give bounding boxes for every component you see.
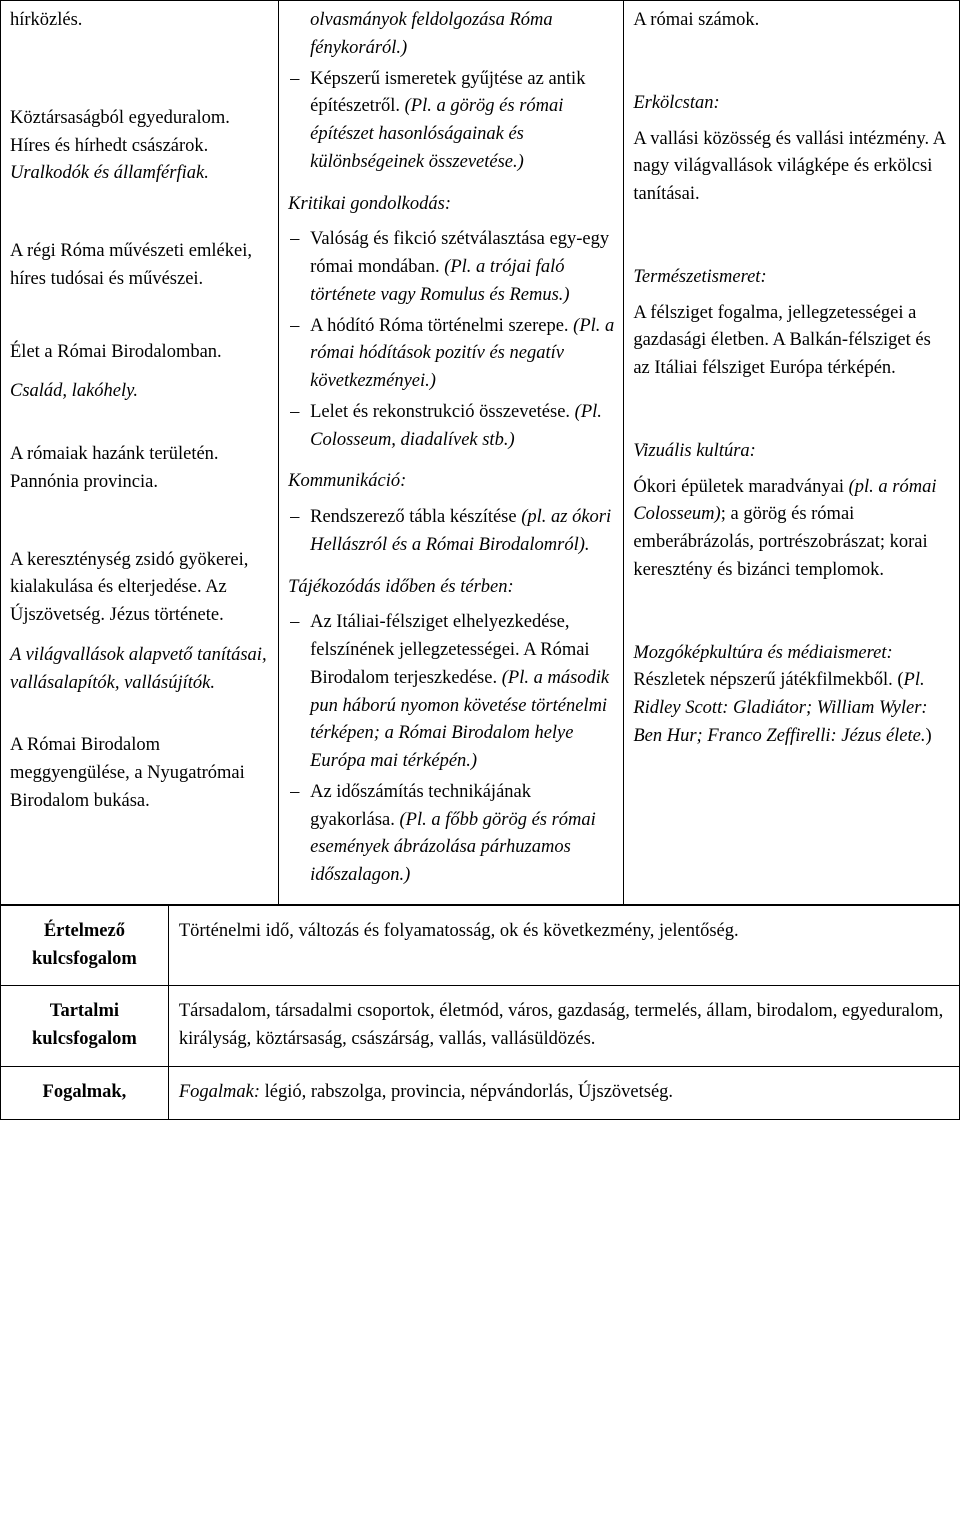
term-text: A félsziget fogalma, jellegzetességei a … <box>633 300 950 383</box>
top-item-1: olvasmányok feldolgozása Róma fénykoráró… <box>310 7 614 63</box>
dash-icon: – <box>290 609 299 637</box>
erk-text: A vallási közösség és vallási intézmény.… <box>633 126 950 209</box>
left-p1: hírközlés. <box>10 7 269 35</box>
bottom-row-1: Értelmező kulcsfogalom Történelmi idő, v… <box>1 905 960 986</box>
tj-item-2: – Az időszámítás technikájának gyakorlás… <box>310 779 614 890</box>
column-left: hírközlés. Köztársaságból egyeduralom. H… <box>1 1 279 905</box>
heading-termeszetismeret: Természetismeret: <box>633 264 950 292</box>
kr-item-1: – Valóság és fikció szétválasztása egy-e… <box>310 226 614 309</box>
viz-text: Ókori épületek maradványai (pl. a római … <box>633 474 950 585</box>
right-p1: A római számok. <box>633 7 950 35</box>
left-p4: A régi Róma művészeti emlékei, híres tud… <box>10 238 269 294</box>
document-page: hírközlés. Köztársaságból egyeduralom. H… <box>0 0 960 1120</box>
kr2a: A hódító Róma történelmi szerepe. <box>310 316 573 336</box>
column-right: A római számok. Erkölcstan: A vallási kö… <box>624 1 960 905</box>
heading-mozgokep: Mozgóképkultúra és médiaismeret: <box>633 643 892 663</box>
column-middle: olvasmányok feldolgozása Róma fénykoráró… <box>279 1 624 905</box>
bottom-row-2: Tartalmi kulcsfogalom Társadalom, társad… <box>1 986 960 1067</box>
row3-prefix: Fogalmak: <box>179 1082 260 1102</box>
main-layout-table: hírközlés. Köztársaságból egyeduralom. H… <box>0 0 960 905</box>
kr-item-3: – Lelet és rekonstrukció összevetése. (P… <box>310 399 614 455</box>
km1a: Rendszerező tábla készítése <box>310 507 521 527</box>
left-p10: A Római Birodalom meggyengülése, a Nyuga… <box>10 732 269 815</box>
mozgo-a: Részletek népszerű játékfilmekből. ( <box>633 670 903 690</box>
mozgo-text: Mozgóképkultúra és médiaismeret: Részlet… <box>633 640 950 751</box>
top-item-1-text: olvasmányok feldolgozása Róma fénykoráró… <box>310 10 553 58</box>
row3-content: légió, rabszolga, provincia, népvándorlá… <box>260 1082 673 1102</box>
heading-vizualis: Vizuális kultúra: <box>633 438 950 466</box>
bottom-table: Értelmező kulcsfogalom Történelmi idő, v… <box>0 905 960 1120</box>
row3-label: Fogalmak, <box>1 1066 169 1119</box>
top-item-2: – Képszerű ismeretek gyűjtése az antik é… <box>310 66 614 177</box>
row3-content-cell: Fogalmak: légió, rabszolga, provincia, n… <box>168 1066 959 1119</box>
top-list: olvasmányok feldolgozása Róma fénykoráró… <box>288 7 614 177</box>
heading-kritikai: Kritikai gondolkodás: <box>288 191 614 219</box>
kr3a: Lelet és rekonstrukció összevetése. <box>310 402 575 422</box>
heading-tajekozodas: Tájékozódás időben és térben: <box>288 574 614 602</box>
left-p7: A rómaiak hazánk területén. Pannónia pro… <box>10 441 269 497</box>
bottom-row-3: Fogalmak, Fogalmak: légió, rabszolga, pr… <box>1 1066 960 1119</box>
dash-icon: – <box>290 313 299 341</box>
left-p2-text: Köztársaságból egyeduralom. Híres és hír… <box>10 108 230 156</box>
taj-list: – Az Itáliai-félsziget elhelyezkedése, f… <box>288 609 614 890</box>
left-p2: Köztársaságból egyeduralom. Híres és hír… <box>10 105 269 188</box>
kr-item-2: – A hódító Róma történelmi szerepe. (Pl.… <box>310 313 614 396</box>
left-p6: Család, lakóhely. <box>10 378 269 406</box>
tj-item-1: – Az Itáliai-félsziget elhelyezkedése, f… <box>310 609 614 776</box>
row2-label: Tartalmi kulcsfogalom <box>1 986 169 1067</box>
heading-erkolcstan: Erkölcstan: <box>633 90 950 118</box>
mozgo-c: ) <box>926 726 932 746</box>
left-p5: Élet a Római Birodalomban. <box>10 339 269 367</box>
left-p3: Uralkodók és államférfiak. <box>10 163 209 183</box>
dash-icon: – <box>290 66 299 94</box>
dash-icon: – <box>290 226 299 254</box>
dash-icon: – <box>290 779 299 807</box>
left-p9: A világvallások alapvető tanításai, vall… <box>10 642 269 698</box>
kritikai-list: – Valóság és fikció szétválasztása egy-e… <box>288 226 614 454</box>
dash-icon: – <box>290 399 299 427</box>
row1-content: Történelmi idő, változás és folyamatossá… <box>168 905 959 986</box>
row2-content: Társadalom, társadalmi csoportok, életmó… <box>168 986 959 1067</box>
left-p8: A kereszténység zsidó gyökerei, kialakul… <box>10 547 269 630</box>
dash-icon: – <box>290 504 299 532</box>
komm-list: – Rendszerező tábla készítése (pl. az ók… <box>288 504 614 560</box>
km-item-1: – Rendszerező tábla készítése (pl. az ók… <box>310 504 614 560</box>
row1-label: Értelmező kulcsfogalom <box>1 905 169 986</box>
heading-kommunikacio: Kommunikáció: <box>288 468 614 496</box>
viz-a: Ókori épületek maradványai <box>633 477 848 497</box>
content-row: hírközlés. Köztársaságból egyeduralom. H… <box>1 1 960 905</box>
